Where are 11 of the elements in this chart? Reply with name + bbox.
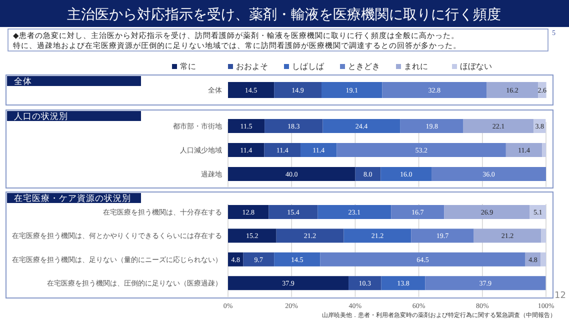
section-heading: 在宅医療・ケア資源の状況別	[7, 193, 141, 203]
legend-label: 常に	[180, 62, 196, 71]
legend-label: おおよそ	[236, 62, 268, 71]
chart-title: 主治医から対応指示を受け、薬剤・輸液を医療機関に取りに行く頻度	[67, 7, 501, 23]
legend-label: しばしば	[292, 62, 325, 71]
legend-label: ときどき	[348, 62, 380, 71]
legend-label: まれに	[404, 62, 428, 71]
section-heading: 人口の状況別	[7, 111, 141, 121]
legend-label: ほぼない	[460, 62, 492, 71]
text: 12	[554, 291, 566, 301]
section-heading: 全体	[7, 76, 141, 86]
